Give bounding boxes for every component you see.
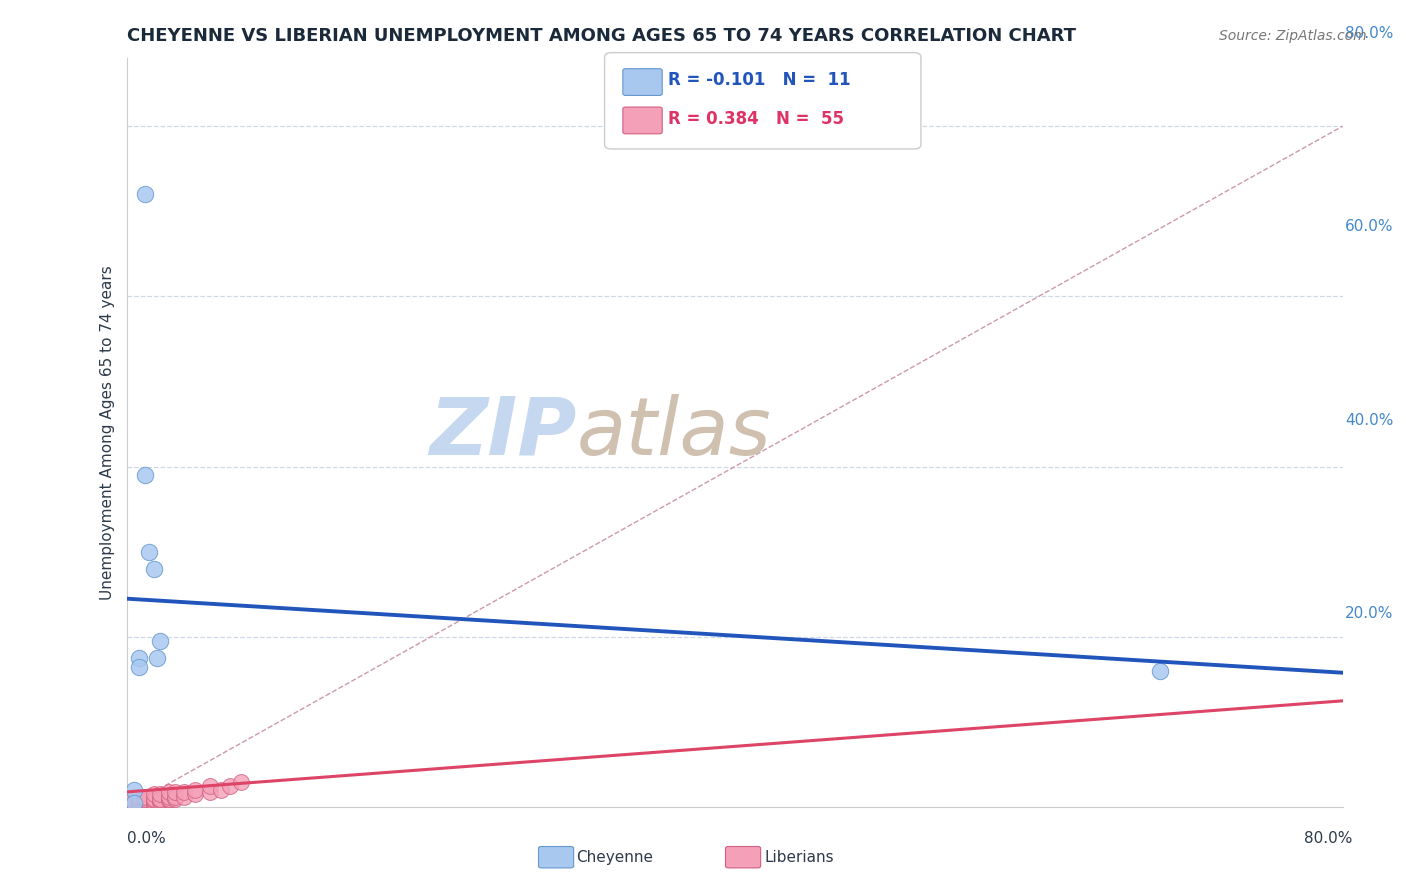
Point: [118, 791, 141, 805]
Point: [118, 793, 141, 807]
Point: [198, 785, 221, 799]
Point: [229, 774, 252, 789]
Text: Cheyenne: Cheyenne: [576, 850, 654, 864]
Text: ZIP: ZIP: [429, 393, 576, 472]
Point: [122, 796, 145, 810]
Point: [128, 660, 150, 674]
Point: [121, 800, 143, 814]
Text: 80.0%: 80.0%: [1346, 26, 1393, 41]
Point: [142, 793, 165, 807]
Point: [121, 793, 143, 807]
Text: R = -0.101   N =  11: R = -0.101 N = 11: [668, 71, 851, 89]
Point: [142, 562, 165, 576]
Text: R = 0.384   N =  55: R = 0.384 N = 55: [668, 110, 844, 128]
Point: [128, 791, 150, 805]
Text: 40.0%: 40.0%: [1346, 413, 1393, 428]
Point: [128, 797, 150, 811]
Point: [128, 800, 150, 814]
Point: [173, 790, 195, 805]
Point: [209, 783, 232, 797]
Point: [134, 798, 156, 813]
Y-axis label: Unemployment Among Ages 65 to 74 years: Unemployment Among Ages 65 to 74 years: [100, 265, 115, 600]
Point: [134, 790, 156, 805]
Point: [118, 798, 141, 813]
Point: [165, 791, 187, 805]
Point: [118, 796, 141, 810]
Point: [121, 797, 143, 811]
Text: 0.0%: 0.0%: [127, 831, 166, 846]
Point: [138, 545, 160, 559]
Point: [118, 800, 141, 814]
Point: [128, 790, 150, 805]
Point: [134, 468, 156, 483]
Text: 60.0%: 60.0%: [1346, 219, 1393, 235]
Point: [165, 785, 187, 799]
Text: Source: ZipAtlas.com: Source: ZipAtlas.com: [1219, 29, 1367, 44]
Point: [128, 793, 150, 807]
Point: [118, 800, 141, 814]
Point: [149, 788, 172, 802]
Point: [118, 796, 141, 810]
Point: [121, 798, 143, 813]
Point: [157, 793, 180, 807]
Point: [165, 790, 187, 805]
Point: [142, 797, 165, 811]
Point: [149, 791, 172, 805]
Text: 80.0%: 80.0%: [1305, 831, 1353, 846]
Point: [118, 797, 141, 811]
Point: [121, 791, 143, 805]
Text: Liberians: Liberians: [765, 850, 835, 864]
Point: [134, 791, 156, 805]
Text: 20.0%: 20.0%: [1346, 607, 1393, 621]
Point: [198, 779, 221, 793]
Text: CHEYENNE VS LIBERIAN UNEMPLOYMENT AMONG AGES 65 TO 74 YEARS CORRELATION CHART: CHEYENNE VS LIBERIAN UNEMPLOYMENT AMONG …: [127, 28, 1076, 45]
Point: [219, 779, 242, 793]
Point: [122, 783, 145, 797]
Point: [173, 785, 195, 799]
Point: [118, 800, 141, 814]
Point: [142, 795, 165, 809]
Point: [149, 795, 172, 809]
Point: [121, 796, 143, 810]
Point: [184, 783, 207, 797]
Point: [128, 798, 150, 813]
Point: [142, 791, 165, 805]
Point: [146, 651, 169, 665]
Point: [128, 796, 150, 810]
Point: [157, 790, 180, 805]
Point: [149, 634, 172, 648]
Point: [149, 793, 172, 807]
Point: [134, 793, 156, 807]
Point: [118, 798, 141, 813]
Point: [134, 797, 156, 811]
Point: [118, 796, 141, 810]
Point: [157, 791, 180, 805]
Point: [128, 651, 150, 665]
Text: atlas: atlas: [576, 393, 772, 472]
Point: [157, 785, 180, 799]
Point: [184, 788, 207, 802]
Point: [1149, 664, 1171, 678]
Point: [142, 788, 165, 802]
Point: [134, 187, 156, 202]
